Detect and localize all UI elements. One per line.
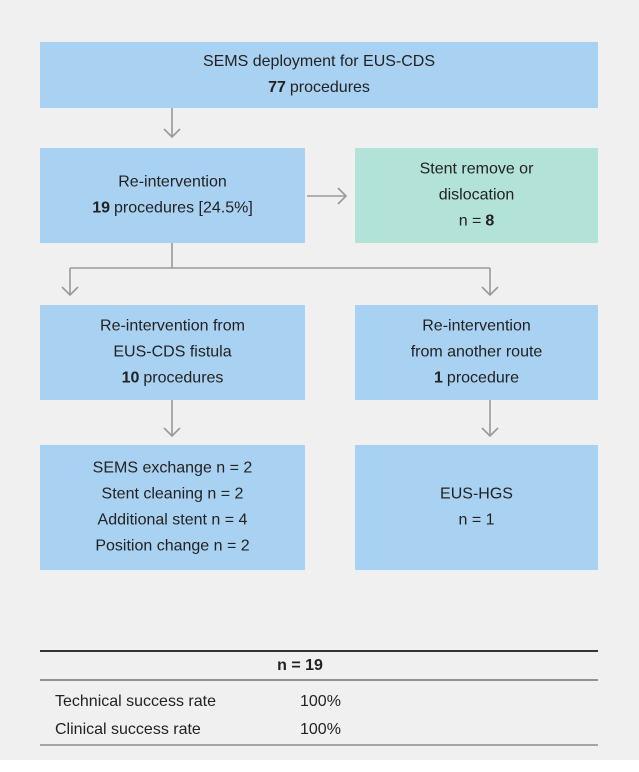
- node-text: SEMS exchange n = 2: [93, 460, 253, 477]
- text-part: procedures: [143, 370, 223, 387]
- arrow-head: [163, 427, 181, 438]
- text-part: n =: [459, 213, 482, 230]
- text-part: dislocation: [439, 187, 515, 204]
- node-text: SEMS deployment for EUS-CDS: [203, 53, 435, 70]
- text-part: Additional stent n = 4: [98, 512, 248, 529]
- text-part: 19: [92, 200, 110, 217]
- node-text: 77 procedures: [268, 79, 370, 96]
- node-text: 1 procedure: [434, 370, 519, 387]
- node-box: [40, 148, 305, 243]
- node-text: Re-intervention: [422, 318, 531, 335]
- node-text: n = 1: [458, 512, 494, 529]
- node-box: [40, 305, 305, 400]
- node-text: Re-intervention: [118, 174, 227, 191]
- node-text: 10 procedures: [122, 370, 224, 387]
- text-part: Stent cleaning n = 2: [102, 486, 244, 503]
- text-part: Position change n = 2: [95, 538, 249, 555]
- node-box: [40, 445, 305, 570]
- text-part: 8: [485, 213, 494, 230]
- node-text: n = 8: [459, 213, 495, 230]
- node-text: Position change n = 2: [95, 538, 249, 555]
- node-text: Re-intervention from: [100, 318, 245, 335]
- row-value: 100%: [300, 693, 341, 710]
- text-part: 77: [268, 79, 286, 96]
- text-part: procedures [24.5%]: [114, 200, 253, 217]
- node-box: [355, 305, 598, 400]
- text-part: Re-intervention: [118, 174, 227, 191]
- node-text: 19 procedures [24.5%]: [92, 200, 253, 217]
- arrow-head: [163, 128, 181, 139]
- text-part: 1: [434, 370, 443, 387]
- arrow-head: [481, 286, 499, 297]
- text-part: SEMS deployment for EUS-CDS: [203, 53, 435, 70]
- text-part: Re-intervention from: [100, 318, 245, 335]
- node-box: [40, 42, 598, 108]
- row-value: 100%: [300, 721, 341, 738]
- text-part: procedures: [290, 79, 370, 96]
- text-part: n = 1: [458, 512, 494, 529]
- text-part: SEMS exchange n = 2: [93, 460, 253, 477]
- text-part: Re-intervention: [422, 318, 531, 335]
- text-part: EUS-HGS: [440, 486, 513, 503]
- node-text: from another route: [411, 344, 543, 361]
- row-label: Clinical success rate: [55, 721, 201, 738]
- node-text: Additional stent n = 4: [98, 512, 248, 529]
- text-part: procedure: [447, 370, 519, 387]
- arrow-head: [337, 187, 348, 205]
- text-part: from another route: [411, 344, 543, 361]
- node-text: Stent remove or: [420, 161, 535, 178]
- arrow-head: [61, 286, 79, 297]
- node-box: [355, 445, 598, 570]
- node-text: Stent cleaning n = 2: [102, 486, 244, 503]
- text-part: EUS-CDS fistula: [113, 344, 231, 361]
- text-part: 10: [122, 370, 140, 387]
- node-text: EUS-CDS fistula: [113, 344, 231, 361]
- arrow-head: [481, 427, 499, 438]
- connectors: [61, 108, 499, 438]
- node-text: dislocation: [439, 187, 515, 204]
- table-header: n = 19: [277, 657, 323, 674]
- row-label: Technical success rate: [55, 693, 216, 710]
- text-part: Stent remove or: [420, 161, 535, 178]
- node-text: EUS-HGS: [440, 486, 513, 503]
- node-box: [355, 148, 598, 243]
